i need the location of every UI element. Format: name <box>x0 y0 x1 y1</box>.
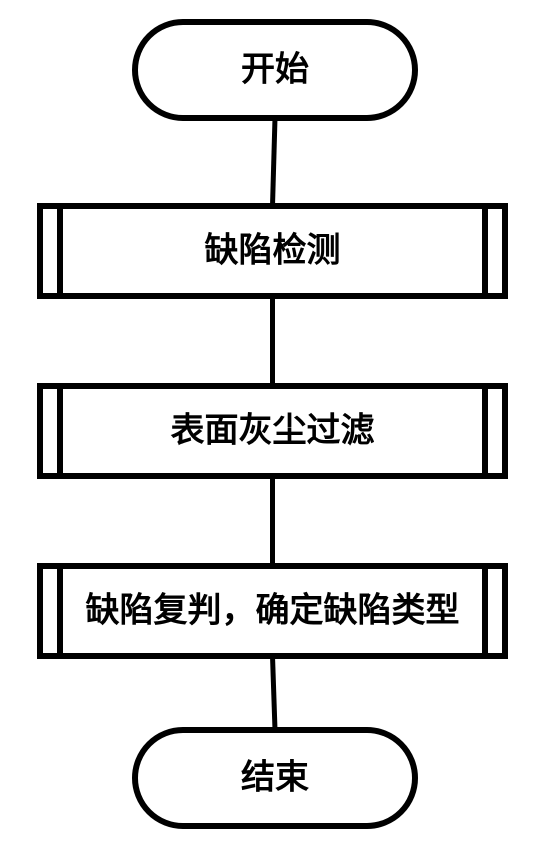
flowchart-canvas: 开始缺陷检测表面灰尘过滤缺陷复判，确定缺陷类型结束 <box>0 0 542 843</box>
end-label: 结束 <box>241 759 309 797</box>
step3-label: 缺陷复判，确定缺陷类型 <box>86 592 460 630</box>
edge-start-step1 <box>273 118 276 206</box>
start-label: 开始 <box>241 51 309 89</box>
step1-label: 缺陷检测 <box>205 231 341 270</box>
node-step3: 缺陷复判，确定缺陷类型 <box>40 566 505 656</box>
node-start: 开始 <box>135 22 415 118</box>
node-step1: 缺陷检测 <box>40 206 505 296</box>
edge-step3-end <box>273 656 276 730</box>
node-end: 结束 <box>135 730 415 826</box>
step2-label: 表面灰尘过滤 <box>171 412 375 450</box>
node-step2: 表面灰尘过滤 <box>40 386 505 476</box>
